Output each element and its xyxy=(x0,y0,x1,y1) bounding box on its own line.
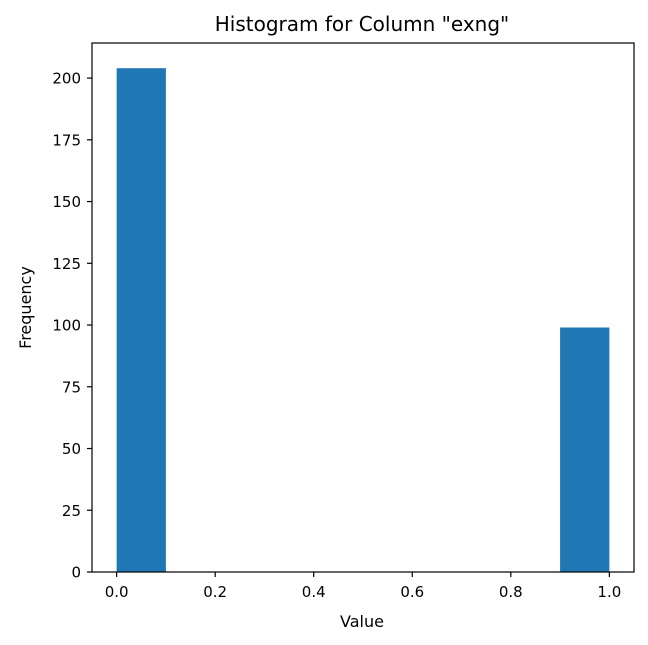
chart-title: Histogram for Column "exng" xyxy=(215,12,509,36)
plot-frame xyxy=(91,42,635,573)
x-tick-label: 0.0 xyxy=(105,583,129,601)
y-tick-label: 125 xyxy=(52,255,81,273)
x-tick-label: 0.6 xyxy=(400,583,424,601)
y-tick-label: 75 xyxy=(62,378,81,396)
y-tick-label: 150 xyxy=(52,193,81,211)
histogram-bar xyxy=(560,327,610,572)
y-tick-label: 50 xyxy=(62,440,81,458)
bars-group xyxy=(116,68,610,572)
x-axis-label: Value xyxy=(340,612,384,631)
y-tick-label: 100 xyxy=(52,317,81,335)
y-axis-label: Frequency xyxy=(16,266,35,349)
x-tick-label: 0.8 xyxy=(499,583,523,601)
y-axis-ticks: 0 25 50 75 100 125 150 175 200 xyxy=(52,70,92,582)
y-tick-label: 0 xyxy=(71,564,81,582)
y-tick-label: 175 xyxy=(52,131,81,149)
x-tick-label: 0.4 xyxy=(302,583,326,601)
histogram-bar xyxy=(116,68,166,572)
y-tick-label: 200 xyxy=(52,70,81,88)
y-tick-label: 25 xyxy=(62,502,81,520)
x-tick-label: 1.0 xyxy=(597,583,621,601)
x-axis-ticks: 0.0 0.2 0.4 0.6 0.8 1.0 xyxy=(105,572,621,601)
x-tick-label: 0.2 xyxy=(203,583,227,601)
